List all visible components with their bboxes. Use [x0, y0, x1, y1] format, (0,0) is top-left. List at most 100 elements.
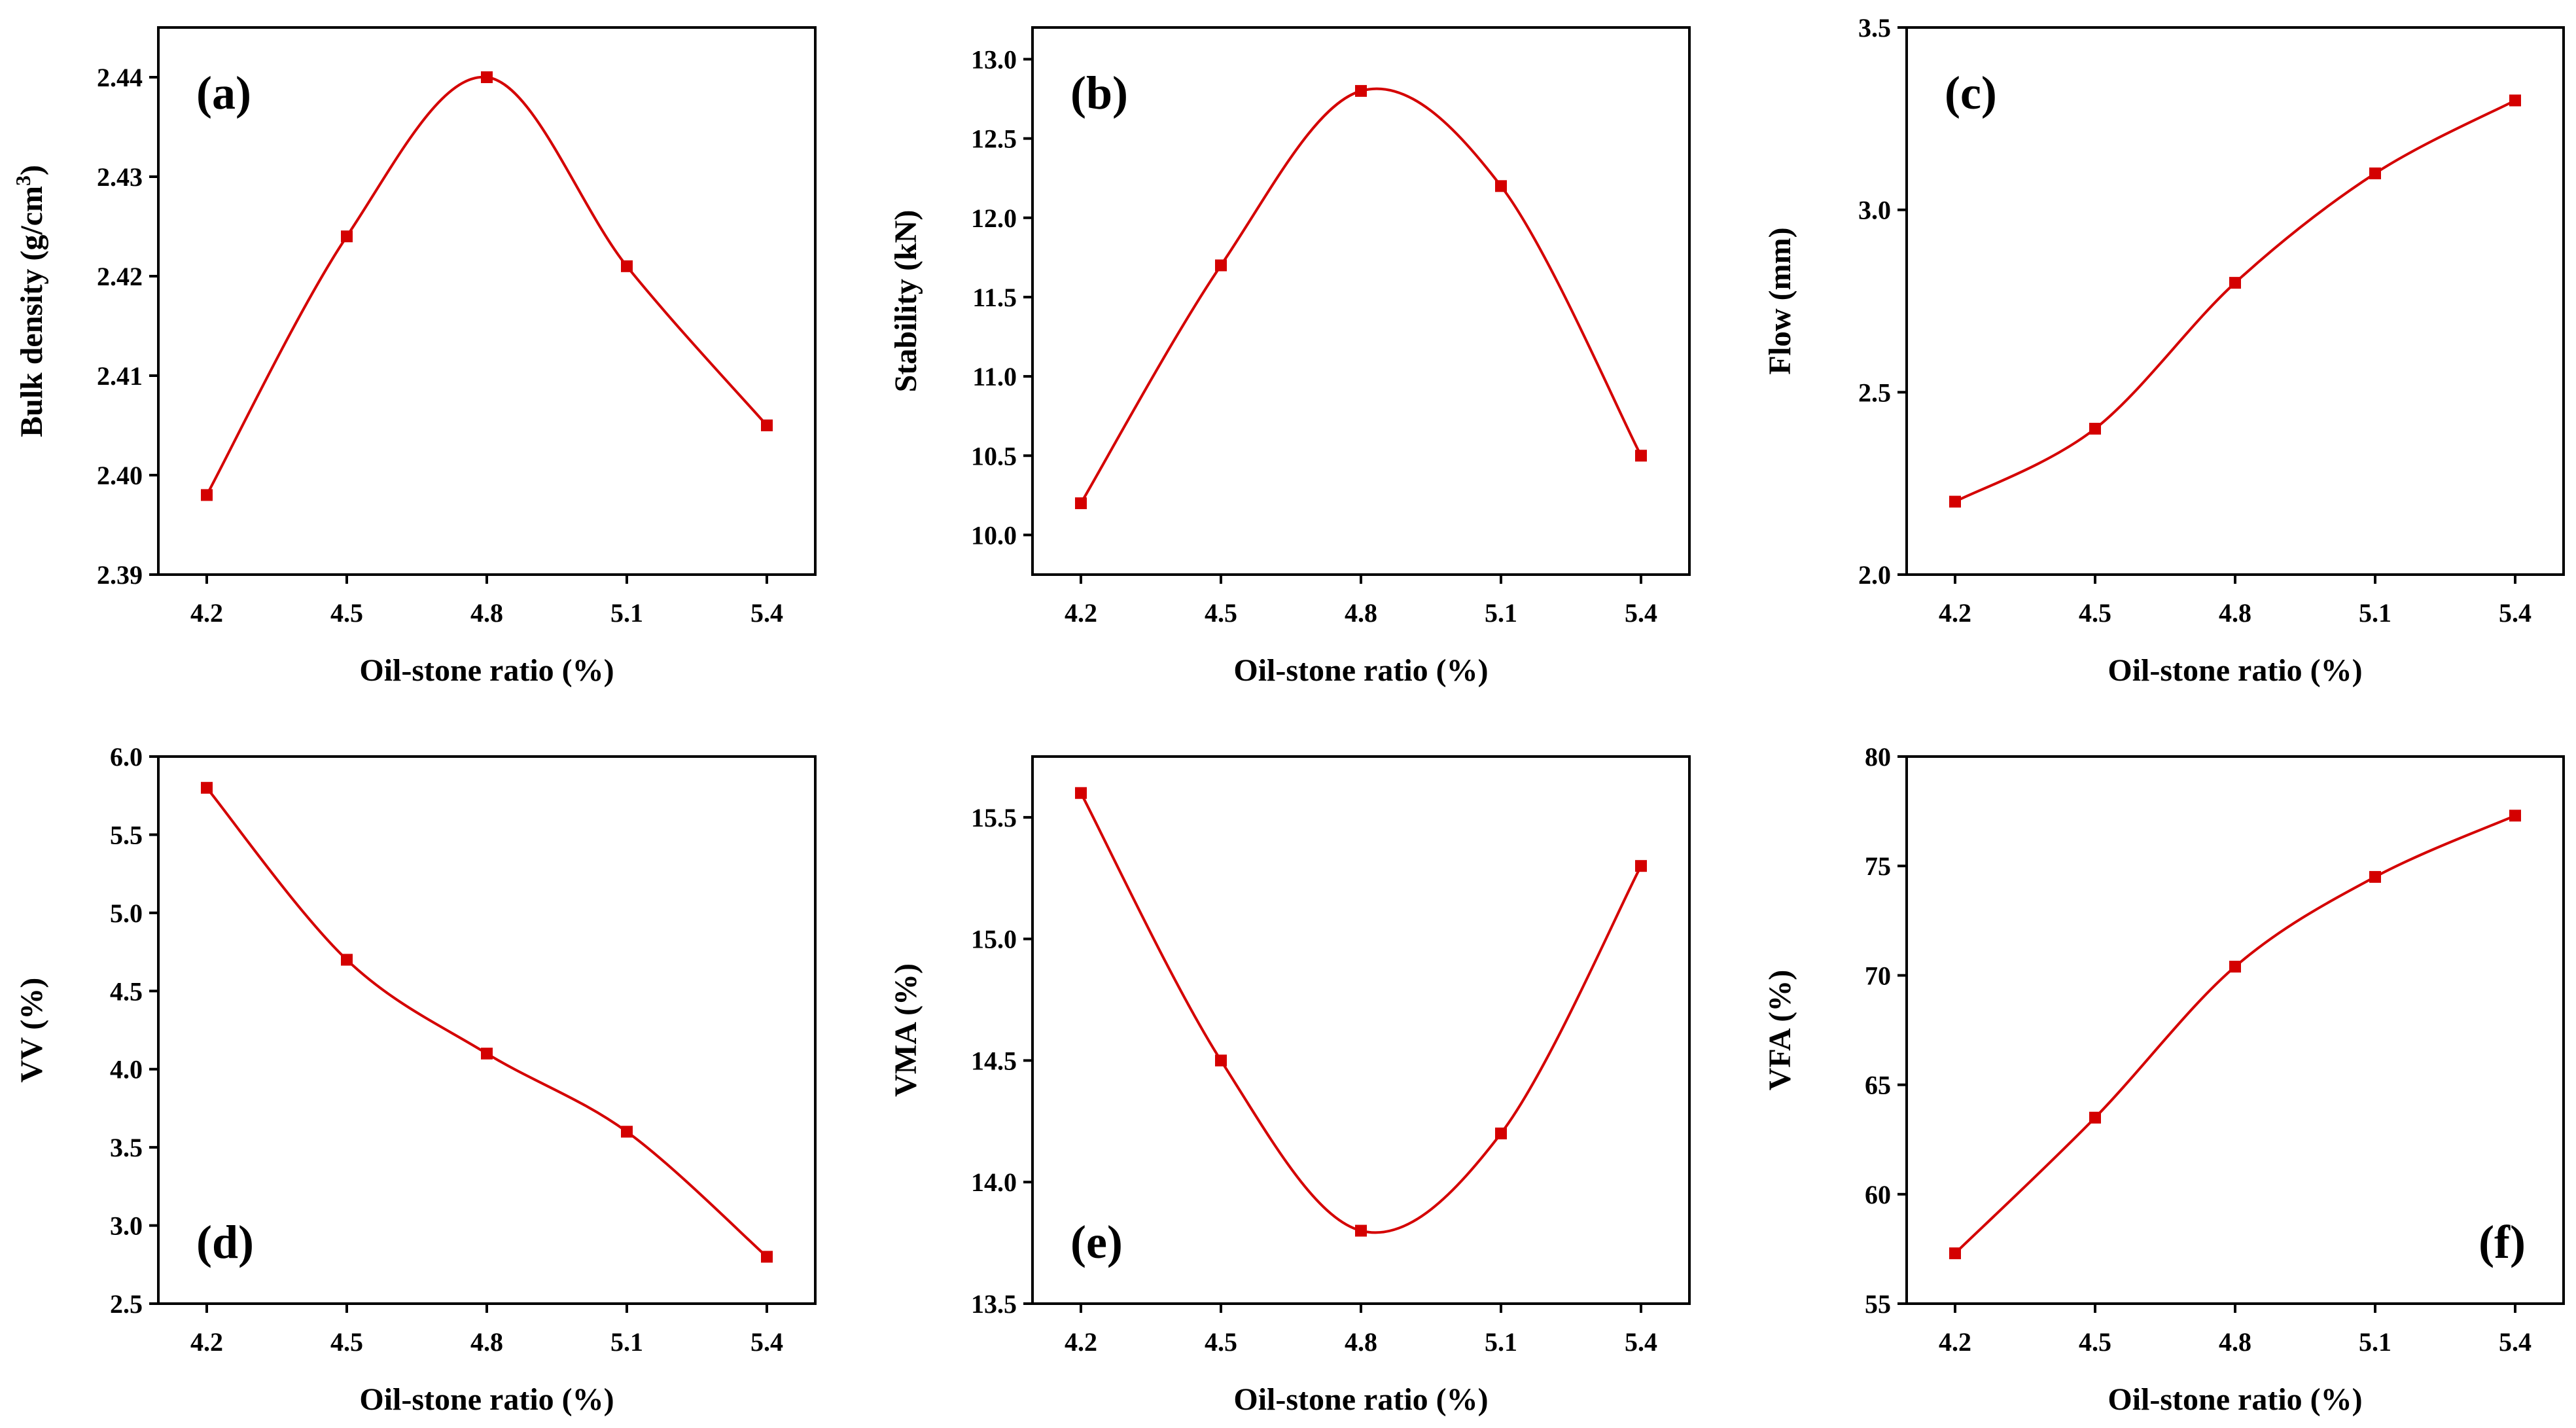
- data-point: [1635, 860, 1647, 872]
- x-tick-label: 5.4: [2499, 598, 2532, 628]
- x-axis-title: Oil-stone ratio (%): [1233, 1382, 1488, 1417]
- data-point: [1495, 180, 1507, 192]
- y-tick-label: 60: [1865, 1180, 1891, 1209]
- panel-label: (e): [1070, 1216, 1123, 1268]
- x-tick-label: 5.4: [750, 1327, 783, 1357]
- panel-label: (b): [1070, 67, 1128, 119]
- y-tick-label: 12.0: [971, 204, 1017, 233]
- data-point: [2369, 167, 2381, 179]
- x-tick-label: 4.8: [470, 1327, 503, 1357]
- y-tick-label: 3.5: [110, 1133, 143, 1162]
- y-tick-label: 6.0: [110, 742, 143, 772]
- data-point: [2509, 94, 2521, 107]
- data-point: [2509, 810, 2521, 822]
- data-point: [2229, 277, 2241, 289]
- y-tick-label: 4.0: [110, 1055, 143, 1084]
- data-point: [761, 419, 773, 431]
- x-tick-label: 5.4: [1625, 598, 1657, 628]
- data-point: [761, 1251, 773, 1263]
- panel-label: (f): [2479, 1216, 2526, 1268]
- panel-b: 10.0 10.5 11.0 11.5 12.0 12.5 13.0 4.2 4.5 4.8 5.1…: [889, 26, 1691, 688]
- data-point: [1075, 787, 1087, 799]
- data-point: [2089, 1111, 2101, 1124]
- data-point: [1215, 1054, 1227, 1067]
- y-tick-label: 4.5: [110, 976, 143, 1006]
- y-tick-label: 2.5: [110, 1289, 143, 1319]
- series-line: [1954, 814, 2516, 1255]
- y-tick-label: 2.43: [97, 162, 143, 192]
- series-line: [1080, 87, 1642, 504]
- data-point: [1949, 495, 1961, 508]
- data-point: [1355, 84, 1367, 97]
- y-tick-label: 5.0: [110, 899, 143, 928]
- y-tick-label: 13.5: [971, 1289, 1017, 1319]
- x-axis-title: Oil-stone ratio (%): [2108, 1382, 2362, 1417]
- x-axis-title: Oil-stone ratio (%): [2108, 653, 2362, 688]
- y-axis-title: VV (%): [14, 978, 49, 1082]
- y-tick-label: 5.5: [110, 820, 143, 849]
- series-line: [1954, 99, 2516, 503]
- x-tick-label: 5.1: [1485, 598, 1517, 628]
- x-tick-label: 5.4: [2499, 1327, 2532, 1357]
- y-axis-title-text: VV (%): [14, 978, 49, 1082]
- panel-label: (a): [196, 67, 251, 119]
- y-tick-label: 12.5: [971, 124, 1017, 154]
- plot-frame: [1031, 755, 1691, 1305]
- x-tick-label: 4.5: [330, 1327, 363, 1357]
- data-point: [201, 781, 213, 794]
- y-tick-label: 10.0: [971, 520, 1017, 550]
- panel-e: 13.5 14.0 14.5 15.0 15.5 4.2 4.5 4.8 5.1 5.4 Oil-s…: [889, 755, 1691, 1417]
- y-tick-label: 2.5: [1858, 378, 1891, 407]
- x-tick-label: 4.5: [2079, 1327, 2111, 1357]
- y-tick-label: 2.40: [97, 461, 143, 490]
- x-tick-label: 4.8: [470, 598, 503, 628]
- data-point: [341, 230, 353, 243]
- y-axis-title: VMA (%): [889, 963, 923, 1097]
- x-tick-label: 5.1: [2359, 1327, 2391, 1357]
- data-point: [481, 1047, 493, 1060]
- y-axis-title-text: Flow (mm): [1763, 227, 1797, 374]
- plot-frame: [1905, 755, 2565, 1305]
- y-tick-label: 80: [1865, 742, 1891, 772]
- x-tick-label: 4.2: [190, 1327, 223, 1357]
- y-axis-title: Bulk density (g/cm3): [11, 165, 49, 437]
- data-point: [1949, 1247, 1961, 1260]
- panel-f: 55 60 65 70 75 80 4.2 4.5 4.8 5.1 5.4 Oil-stone rat…: [1763, 742, 2565, 1417]
- x-tick-label: 5.4: [1625, 1327, 1657, 1357]
- y-axis-title-suffix: ): [14, 165, 49, 175]
- data-point: [2089, 423, 2101, 435]
- data-point: [2229, 961, 2241, 973]
- y-tick-label: 70: [1865, 961, 1891, 990]
- y-tick-label: 15.0: [971, 925, 1017, 954]
- y-tick-label: 3.0: [1858, 196, 1891, 225]
- data-point: [621, 1126, 633, 1138]
- y-tick-label: 11.5: [972, 283, 1017, 312]
- data-point: [1215, 259, 1227, 272]
- x-tick-label: 5.1: [1485, 1327, 1517, 1357]
- series-line: [205, 787, 768, 1258]
- x-tick-label: 4.2: [1939, 1327, 1971, 1357]
- y-tick-label: 75: [1865, 851, 1891, 881]
- data-point: [1635, 450, 1647, 462]
- y-axis-title-superscript: 3: [11, 175, 35, 186]
- panel-label: (d): [196, 1216, 254, 1268]
- data-point: [1075, 497, 1087, 509]
- y-tick-label: 15.5: [971, 803, 1017, 832]
- data-point: [201, 489, 213, 501]
- y-axis-title-text: VFA (%): [1763, 970, 1797, 1090]
- series-line: [205, 75, 768, 496]
- data-point: [621, 260, 633, 272]
- y-tick-label: 65: [1865, 1071, 1891, 1100]
- panel-a: 2.39 2.40 2.41 2.42 2.43 2.44 4.2 4.5 4.8 5.1 5.4 O…: [11, 26, 817, 688]
- y-tick-label: 2.41: [97, 361, 143, 391]
- x-axis-title: Oil-stone ratio (%): [359, 653, 614, 688]
- plot-frame: [157, 26, 817, 576]
- y-tick-label: 2.42: [97, 262, 143, 291]
- data-point: [2369, 870, 2381, 883]
- x-tick-label: 5.1: [2359, 598, 2391, 628]
- y-tick-label: 55: [1865, 1289, 1891, 1319]
- x-tick-label: 4.8: [1345, 598, 1377, 628]
- data-point: [341, 954, 353, 966]
- plot-frame: [1905, 26, 2565, 576]
- x-tick-label: 4.5: [1205, 1327, 1237, 1357]
